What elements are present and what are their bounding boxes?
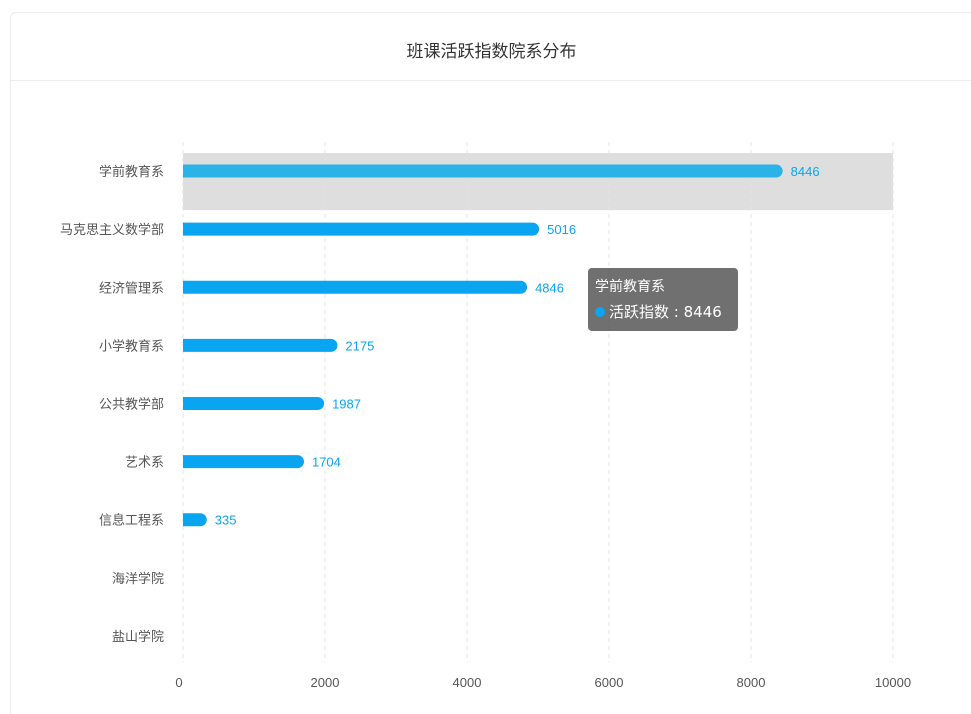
bar [183, 164, 783, 178]
bar-value-label: 8446 [791, 164, 820, 179]
y-category-label: 小学教育系 [99, 338, 164, 354]
tooltip-row: 活跃指数 : 8446 [595, 302, 731, 322]
tooltip-separator: : [669, 303, 684, 321]
y-category-label: 海洋学院 [112, 571, 164, 587]
y-category-label: 艺术系 [125, 456, 164, 471]
x-tick-label: 4000 [453, 675, 482, 690]
y-category-label: 公共教学部 [99, 397, 164, 413]
bar [183, 513, 207, 527]
bar [183, 397, 325, 410]
x-tick-label: 2000 [311, 675, 340, 690]
tooltip-value: 8446 [683, 303, 722, 321]
panel-header: 班课活跃指数院系分布 [11, 13, 971, 81]
chart-title: 班课活跃指数院系分布 [406, 42, 577, 62]
y-category-label: 经济管理系 [99, 281, 164, 296]
y-category-label: 马克思主义数学部 [60, 222, 164, 238]
bar-value-label: 1987 [332, 397, 361, 412]
tooltip-title: 学前教育系 [595, 279, 665, 295]
tooltip-series-name: 活跃指数 [609, 303, 670, 321]
bar-value-label: 5016 [547, 222, 576, 237]
bar-value-label: 4846 [535, 280, 564, 295]
x-tick-label: 10000 [875, 675, 911, 690]
bar-value-label: 2175 [345, 338, 374, 353]
x-tick-label: 6000 [595, 675, 624, 690]
y-category-label: 盐山学院 [112, 629, 164, 645]
y-category-label: 信息工程系 [99, 513, 164, 529]
y-category-label: 学前教育系 [99, 164, 164, 180]
bar [183, 222, 540, 236]
bar [183, 280, 528, 294]
highlight-band [183, 153, 893, 211]
bar [183, 455, 304, 469]
bar [183, 338, 338, 352]
bar-value-label: 335 [215, 513, 237, 528]
x-tick-label: 0 [175, 675, 182, 690]
chart-panel: 班课活跃指数院系分布 [10, 12, 971, 714]
bar-value-label: 1704 [312, 455, 341, 470]
chart-tooltip: 学前教育系 活跃指数 : 8446 [588, 268, 738, 331]
tooltip-series-dot [595, 307, 605, 317]
x-tick-label: 8000 [737, 675, 766, 690]
